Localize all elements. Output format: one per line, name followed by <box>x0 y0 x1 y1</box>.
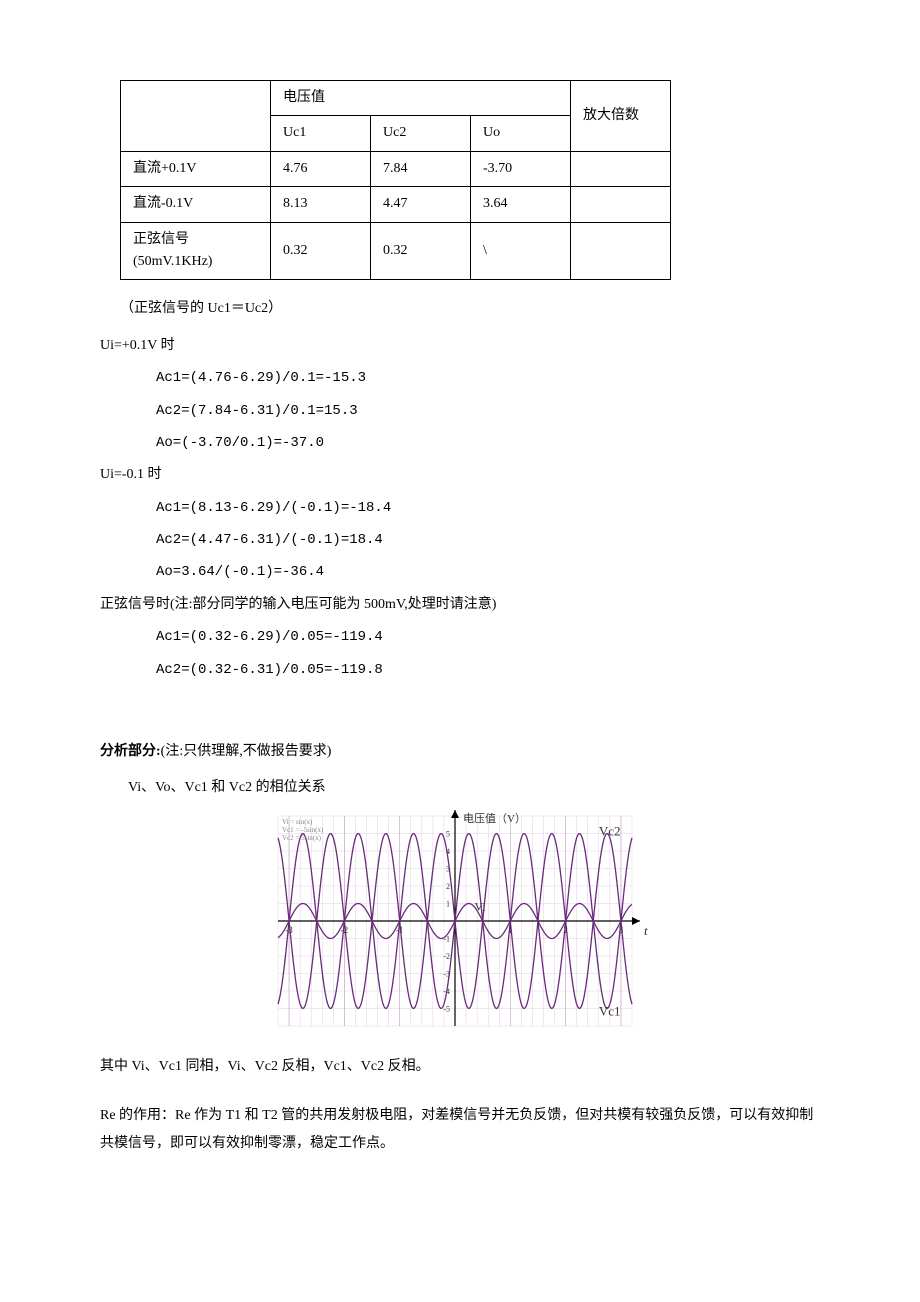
row-label: 直流-0.1V <box>121 187 271 222</box>
analysis-note: (注:只供理解,不做报告要求) <box>161 744 332 759</box>
svg-text:电压值（V）: 电压值（V） <box>463 812 526 825</box>
table-corner <box>121 81 271 152</box>
svg-text:Vc1 = -5sin(x): Vc1 = -5sin(x) <box>282 826 324 834</box>
svg-text:3: 3 <box>619 925 624 935</box>
subheader-uc1: Uc1 <box>271 116 371 151</box>
svg-text:-2: -2 <box>341 925 349 935</box>
analysis-bold: 分析部分: <box>100 744 161 759</box>
phase-description: 其中 Vi、Vc1 同相，Vi、Vc2 反相，Vc1、Vc2 反相。 <box>100 1056 820 1078</box>
calc-line: Ac1=(0.32-6.29)/0.05=-119.4 <box>156 626 820 648</box>
calc-line: Ac2=(7.84-6.31)/0.1=15.3 <box>156 400 820 422</box>
phase-chart: -3 -2 -1 1 2 3 -5 -4 -3 -2 -1 1 2 3 4 5 电压值（V） t Vc2 Vc1 Vi V… <box>100 806 820 1036</box>
svg-text:t: t <box>644 923 648 938</box>
section-header-1: Ui=+0.1V 时 <box>100 335 820 357</box>
table-row: 正弦信号(50mV.1KHz) 0.32 0.32 \ <box>121 222 671 280</box>
svg-text:Vc2: Vc2 <box>599 823 621 838</box>
cell-uc1: 0.32 <box>271 222 371 280</box>
svg-text:1: 1 <box>508 925 513 935</box>
calc-line: Ao=3.64/(-0.1)=-36.4 <box>156 561 820 583</box>
row-label: 直流+0.1V <box>121 151 271 186</box>
calc-line: Ac1=(4.76-6.29)/0.1=-15.3 <box>156 367 820 389</box>
cell-uo: -3.70 <box>471 151 571 186</box>
svg-text:5: 5 <box>446 829 450 838</box>
calc-line: Ac2=(4.47-6.31)/(-0.1)=18.4 <box>156 529 820 551</box>
svg-text:1: 1 <box>446 899 450 908</box>
svg-text:-1: -1 <box>443 934 450 943</box>
svg-text:Vi = sin(x): Vi = sin(x) <box>282 818 313 826</box>
cell-uc1: 4.76 <box>271 151 371 186</box>
re-description: Re 的作用：Re 作为 T1 和 T2 管的共用发射极电阻，对差模信号并无负反… <box>100 1102 820 1158</box>
svg-text:Vc2 = 5sin(x): Vc2 = 5sin(x) <box>282 834 322 842</box>
svg-text:Vc1: Vc1 <box>599 1003 621 1018</box>
cell-uc2: 0.32 <box>371 222 471 280</box>
calc-line: Ac1=(8.13-6.29)/(-0.1)=-18.4 <box>156 497 820 519</box>
cell-uo: 3.64 <box>471 187 571 222</box>
analysis-header: 分析部分:(注:只供理解,不做报告要求) <box>100 741 820 763</box>
calc-line: Ao=(-3.70/0.1)=-37.0 <box>156 432 820 454</box>
cell-uo: \ <box>471 222 571 280</box>
svg-text:Vi: Vi <box>474 899 486 913</box>
svg-text:-5: -5 <box>443 1004 450 1013</box>
cell-gain <box>571 222 671 280</box>
svg-text:-3: -3 <box>285 925 293 935</box>
svg-text:-4: -4 <box>443 987 450 996</box>
svg-text:-1: -1 <box>396 925 404 935</box>
phase-chart-svg: -3 -2 -1 1 2 3 -5 -4 -3 -2 -1 1 2 3 4 5 电压值（V） t Vc2 Vc1 Vi V… <box>260 806 660 1036</box>
svg-text:2: 2 <box>446 882 450 891</box>
cell-uc1: 8.13 <box>271 187 371 222</box>
svg-text:2: 2 <box>563 925 568 935</box>
cell-uc2: 7.84 <box>371 151 471 186</box>
svg-text:4: 4 <box>446 847 450 856</box>
svg-text:3: 3 <box>446 864 450 873</box>
phase-title: Vi、Vo、Vc1 和 Vc2 的相位关系 <box>128 777 820 799</box>
sine-note: （正弦信号的 Uc1＝Uc2） <box>120 298 820 320</box>
section-header-3: 正弦信号时(注:部分同学的输入电压可能为 500mV,处理时请注意) <box>100 594 820 616</box>
svg-text:-2: -2 <box>443 952 450 961</box>
cell-gain <box>571 187 671 222</box>
cell-uc2: 4.47 <box>371 187 471 222</box>
voltage-table: 电压值 放大倍数 Uc1 Uc2 Uo 直流+0.1V 4.76 7.84 -3… <box>120 80 671 280</box>
header-gain: 放大倍数 <box>571 81 671 152</box>
calc-line: Ac2=(0.32-6.31)/0.05=-119.8 <box>156 659 820 681</box>
section-header-2: Ui=-0.1 时 <box>100 464 820 486</box>
table-row: 直流+0.1V 4.76 7.84 -3.70 <box>121 151 671 186</box>
svg-text:-3: -3 <box>443 969 450 978</box>
header-voltage: 电压值 <box>271 81 571 116</box>
subheader-uo: Uo <box>471 116 571 151</box>
row-label: 正弦信号(50mV.1KHz) <box>121 222 271 280</box>
cell-gain <box>571 151 671 186</box>
subheader-uc2: Uc2 <box>371 116 471 151</box>
table-row: 直流-0.1V 8.13 4.47 3.64 <box>121 187 671 222</box>
